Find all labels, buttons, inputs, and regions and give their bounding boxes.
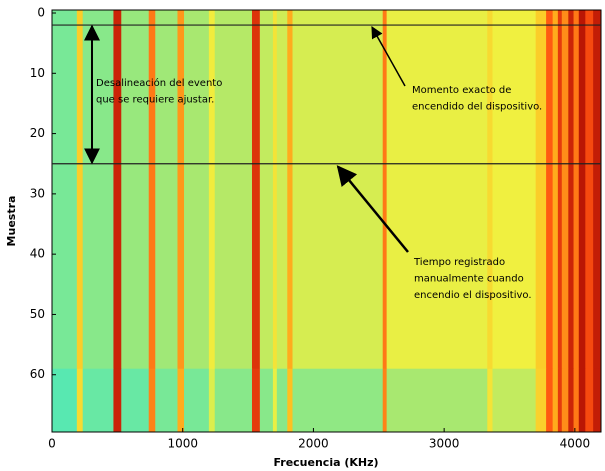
- annotation: que se requiere ajustar.: [96, 95, 214, 106]
- x-tick-label: 0: [48, 437, 56, 451]
- heat-cell: [184, 10, 210, 370]
- heat-cell: [52, 368, 78, 433]
- annotation: Momento exacto de: [412, 85, 511, 96]
- heat-cell: [82, 368, 114, 433]
- heat-cell: [121, 368, 150, 433]
- x-tick-label: 2000: [298, 437, 329, 451]
- heat-cell: [148, 368, 156, 433]
- x-tick-label: 3000: [429, 437, 460, 451]
- heat-cell: [535, 10, 547, 370]
- heat-cell: [272, 368, 278, 433]
- x-tick-label: 4000: [560, 437, 591, 451]
- heat-cell: [557, 10, 563, 370]
- y-tick-label: 60: [30, 367, 45, 381]
- heat-cell: [177, 10, 185, 370]
- heat-cell: [578, 10, 586, 370]
- heat-cell: [259, 10, 274, 370]
- heat-cell: [287, 10, 293, 370]
- heat-cell: [382, 10, 388, 370]
- heat-cell: [121, 10, 150, 370]
- heat-cell: [184, 368, 210, 433]
- heat-cell: [76, 10, 84, 370]
- heat-cell: [76, 368, 84, 433]
- y-tick-label: 10: [30, 66, 45, 80]
- heat-cell: [292, 368, 384, 433]
- heat-cell: [546, 368, 554, 433]
- heat-cell: [208, 10, 216, 370]
- heat-cell: [155, 368, 178, 433]
- heat-cell: [535, 368, 547, 433]
- x-tick-label: 1000: [167, 437, 198, 451]
- plot-frame: [51, 9, 602, 433]
- heat-cell: [155, 10, 178, 370]
- heat-cell: [272, 10, 278, 370]
- y-axis-label: Muestra: [5, 196, 18, 247]
- annotation: encendido del dispositivo.: [412, 102, 542, 113]
- annotation: Desalineación del evento: [96, 77, 222, 89]
- heat-cell: [552, 368, 559, 433]
- heat-cell: [386, 368, 488, 433]
- heat-cell: [585, 368, 594, 433]
- heat-cell: [82, 10, 114, 370]
- heat-cell: [593, 368, 602, 433]
- heat-cell: [593, 10, 602, 370]
- heat-cell: [386, 10, 488, 370]
- x-axis-label: Frecuencia (KHz): [273, 456, 378, 469]
- heat-cell: [251, 10, 261, 370]
- annotation: manualmente cuando: [414, 274, 524, 285]
- heat-cell: [487, 10, 493, 370]
- heat-cell: [177, 368, 185, 433]
- heat-cell: [492, 10, 537, 370]
- heat-cell: [208, 368, 216, 433]
- heat-cell: [552, 10, 559, 370]
- heat-cell: [585, 10, 594, 370]
- heat-cell: [573, 10, 580, 370]
- y-tick-label: 50: [30, 307, 45, 321]
- heat-cell: [382, 368, 388, 433]
- heat-cell: [492, 368, 537, 433]
- y-tick-label: 20: [30, 126, 45, 140]
- heat-cell: [487, 368, 493, 433]
- heat-cell: [251, 368, 261, 433]
- heat-cell: [148, 10, 156, 370]
- heat-cell: [561, 368, 569, 433]
- heat-cell: [113, 368, 122, 433]
- y-tick-label: 0: [37, 6, 45, 20]
- heatmap: [52, 10, 602, 433]
- heat-cell: [292, 10, 384, 370]
- heat-cell: [557, 368, 563, 433]
- heat-cell: [546, 10, 554, 370]
- heat-cell: [578, 368, 586, 433]
- heat-cell: [214, 10, 253, 370]
- heat-cell: [561, 10, 569, 370]
- y-tick-label: 30: [30, 186, 45, 200]
- heat-cell: [568, 10, 574, 370]
- heat-cell: [276, 10, 288, 370]
- heat-cell: [568, 368, 574, 433]
- heat-cell: [214, 368, 253, 433]
- heat-cell: [259, 368, 274, 433]
- y-tick-label: 40: [30, 247, 45, 261]
- arrow: [336, 165, 409, 253]
- heat-cell: [287, 368, 293, 433]
- heat-cell: [276, 368, 288, 433]
- annotation: encendio el dispositivo.: [414, 290, 532, 301]
- arrow: [371, 26, 406, 87]
- heat-cell: [573, 368, 580, 433]
- annotation: Tiempo registrado: [413, 257, 505, 268]
- heat-cell: [113, 10, 122, 370]
- heat-cell: [52, 10, 78, 370]
